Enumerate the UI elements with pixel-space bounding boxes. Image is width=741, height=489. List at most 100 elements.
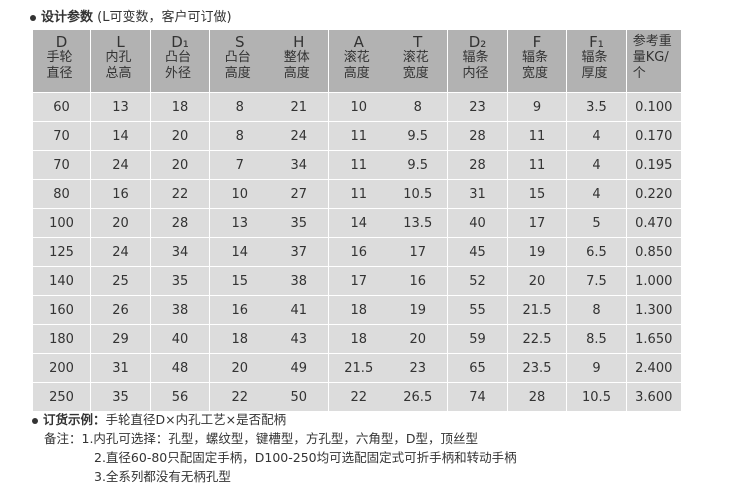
table-cell: 13 [90,92,151,122]
table-cell: 11 [328,179,389,209]
table-cell: 43 [269,324,329,354]
table-cell: 0.195 [626,150,681,180]
table-cell: 35 [269,208,329,238]
table-cell: 100 [32,208,91,238]
column-symbol: S [234,33,245,51]
table-cell: 1.300 [626,295,681,325]
table-cell: 49 [269,353,329,383]
table-row: 250 35 56 22 50 22 26.5 74 28 10.5 3.600 [32,382,681,411]
table-cell: 1.650 [626,324,681,354]
table-cell: 60 [32,92,91,122]
column-header: A 滚花高度 [328,30,389,93]
table-cell: 24 [269,121,329,151]
table-cell: 50 [269,382,329,411]
table-cell: 23.5 [507,353,567,383]
table-cell: 22 [209,382,270,411]
table-cell: 37 [269,237,329,267]
table-cell: 70 [32,121,91,151]
column-header: D 手轮直径 [32,30,91,93]
table-cell: 45 [447,237,508,267]
table-cell: 17 [388,237,448,267]
table-cell: 34 [150,237,210,267]
table-cell: 21.5 [328,353,389,383]
table-cell: 8 [209,121,270,151]
table-cell: 140 [32,266,91,296]
column-header: H 整体高度 [269,30,329,93]
table-cell: 28 [447,121,508,151]
table-cell: 19 [388,295,448,325]
note-1: 备注：1.内孔可选择：孔型，螺纹型，键槽型，方孔型，六角型，D型，顶丝型 [44,431,479,446]
column-label: 凸台高度 [224,50,251,81]
table-cell: 70 [32,150,91,180]
table-cell: 15 [507,179,567,209]
table-cell: 17 [328,266,389,296]
column-label: 手轮直径 [46,50,73,81]
table-cell: 20 [150,150,210,180]
column-symbol: D₁ [171,33,189,51]
table-cell: 11 [507,150,567,180]
note-2: 2.直径60-80只配固定手柄，D100-250均可选配固定式可折手柄和转动手柄 [94,450,517,465]
table-row: 70 24 20 7 34 11 9.5 28 11 4 0.195 [32,150,681,180]
table-cell: 22 [328,382,389,411]
table-row: 100 20 28 13 35 14 13.5 40 17 5 0.470 [32,208,681,238]
table-cell: 21.5 [507,295,567,325]
notes: 订货示例：手轮直径D×内孔工艺×是否配柄 备注：1.内孔可选择：孔型，螺纹型，键… [32,410,517,486]
table-cell: 31 [447,179,508,209]
table-cell: 40 [150,324,210,354]
table-cell: 0.170 [626,121,681,151]
table-cell: 16 [388,266,448,296]
table-cell: 20 [507,266,567,296]
table-cell: 17 [507,208,567,238]
table-cell: 0.100 [626,92,681,122]
table-cell: 28 [150,208,210,238]
table-cell: 10.5 [388,179,448,209]
table-cell: 180 [32,324,91,354]
table-cell: 16 [209,295,270,325]
note-3: 3.全系列都没有无柄孔型 [94,469,231,484]
table-cell: 24 [90,150,151,180]
table-cell: 125 [32,237,91,267]
table-cell: 52 [447,266,508,296]
column-symbol: D [55,33,68,51]
table-cell: 28 [507,382,567,411]
table-cell: 14 [90,121,151,151]
table-cell: 38 [269,266,329,296]
table-cell: 24 [90,237,151,267]
table-row: 180 29 40 18 43 18 20 59 22.5 8.5 1.650 [32,324,681,354]
table-cell: 29 [90,324,151,354]
table-cell: 20 [209,353,270,383]
table-cell: 38 [150,295,210,325]
table-cell: 20 [150,121,210,151]
table-cell: 22.5 [507,324,567,354]
table-cell: 13 [209,208,270,238]
column-header: S 凸台高度 [209,30,270,93]
table-cell: 8 [566,295,627,325]
table-cell: 11 [328,121,389,151]
table-cell: 16 [90,179,151,209]
table-cell: 22 [150,179,210,209]
table-cell: 40 [447,208,508,238]
table-cell: 8 [388,92,448,122]
table-row: 140 25 35 15 38 17 16 52 20 7.5 1.000 [32,266,681,296]
column-label: 内孔总高 [105,50,132,81]
column-symbol: L [116,33,125,51]
order-example: 订货示例：手轮直径D×内孔工艺×是否配柄 [32,410,517,429]
table-cell: 48 [150,353,210,383]
column-header: T 滚花宽度 [388,30,448,93]
params-table: D 手轮直径 L 内孔总高 D₁ 凸台外径 S 凸台高度 H 整体高度 A 滚花高度 T 滚花宽度 D₂ 辐条… [32,30,681,411]
table-cell: 10 [328,92,389,122]
table-cell: 18 [328,295,389,325]
table-cell: 59 [447,324,508,354]
table-cell: 5 [566,208,627,238]
table-cell: 41 [269,295,329,325]
table-cell: 19 [507,237,567,267]
column-symbol: A [353,33,364,51]
table-cell: 2.400 [626,353,681,383]
table-cell: 3.600 [626,382,681,411]
table-row: 125 24 34 14 37 16 17 45 19 6.5 0.850 [32,237,681,267]
table-cell: 14 [209,237,270,267]
table-row: 200 31 48 20 49 21.5 23 65 23.5 9 2.400 [32,353,681,383]
table-cell: 11 [507,121,567,151]
table-cell: 31 [90,353,151,383]
table-cell: 0.470 [626,208,681,238]
